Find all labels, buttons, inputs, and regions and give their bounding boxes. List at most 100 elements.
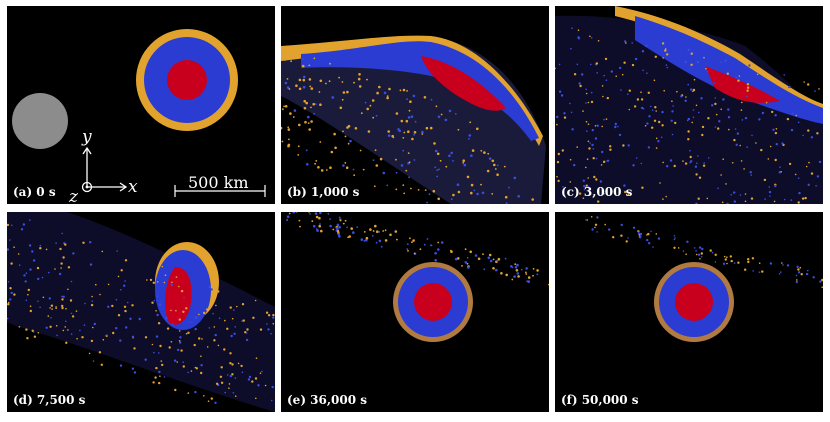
particle	[335, 226, 339, 230]
particle	[464, 261, 468, 264]
particle	[698, 176, 702, 179]
particle	[569, 102, 571, 105]
particle	[618, 66, 622, 70]
particle	[741, 101, 743, 104]
particle	[641, 186, 644, 189]
particle	[711, 104, 714, 107]
particle	[193, 343, 196, 347]
particle	[45, 248, 48, 251]
particle	[558, 63, 561, 66]
particle	[671, 133, 674, 136]
particle	[228, 383, 231, 385]
particle	[312, 102, 315, 106]
particle	[200, 364, 203, 367]
particle	[231, 363, 234, 366]
particle	[357, 77, 361, 81]
particle	[27, 293, 29, 296]
particle	[774, 114, 777, 117]
particle	[297, 145, 300, 148]
particle	[265, 311, 269, 314]
particle	[255, 357, 258, 359]
particle	[180, 289, 184, 293]
particle	[640, 162, 643, 165]
particle	[603, 193, 605, 195]
particle	[61, 298, 64, 301]
particle	[259, 328, 263, 331]
particle	[369, 104, 372, 107]
particle	[445, 165, 448, 168]
particle	[590, 63, 592, 66]
particle	[347, 142, 350, 145]
particle	[248, 375, 252, 379]
particle	[159, 344, 162, 348]
particle	[375, 164, 379, 167]
particle	[645, 44, 648, 48]
particle	[569, 181, 572, 183]
particle	[587, 140, 590, 143]
particle	[233, 332, 236, 335]
particle	[585, 88, 587, 91]
particle	[229, 352, 232, 355]
particle	[367, 130, 371, 133]
particle	[555, 67, 556, 70]
particle	[155, 310, 157, 312]
mantle-layer	[301, 41, 539, 141]
particle	[604, 57, 608, 61]
particle	[245, 332, 248, 334]
particle	[775, 143, 778, 146]
particle	[220, 366, 223, 369]
particle	[466, 262, 469, 265]
particle	[438, 168, 440, 171]
particle	[627, 93, 629, 95]
particle	[309, 213, 311, 215]
panel-c-scene	[555, 6, 823, 204]
particle	[123, 305, 127, 308]
particle	[112, 331, 115, 335]
particle	[805, 272, 809, 276]
particle	[692, 88, 696, 92]
particle	[620, 89, 622, 91]
particle	[287, 144, 290, 148]
particle	[288, 212, 291, 215]
particle	[514, 266, 518, 269]
particle	[457, 128, 460, 131]
particle	[457, 190, 461, 194]
particle	[612, 236, 615, 239]
particle	[332, 228, 335, 231]
particle	[304, 120, 307, 124]
particle	[380, 245, 383, 248]
particle	[516, 272, 520, 275]
particle	[682, 250, 685, 252]
particle	[49, 307, 51, 309]
particle	[600, 164, 603, 166]
particle	[497, 257, 501, 261]
particle	[310, 87, 314, 90]
particle	[48, 297, 51, 300]
particle	[654, 106, 657, 109]
particle	[714, 261, 717, 263]
particle	[286, 86, 290, 89]
particle	[24, 280, 27, 283]
particle	[402, 184, 405, 187]
particle	[176, 361, 178, 363]
particle	[168, 346, 171, 349]
particle	[287, 128, 291, 131]
particle	[411, 241, 413, 244]
particle	[384, 239, 388, 242]
particle	[425, 126, 429, 130]
particle	[726, 256, 728, 258]
particle	[706, 197, 709, 200]
particle	[771, 110, 774, 114]
particle	[399, 89, 402, 92]
particle	[582, 197, 585, 199]
particle	[527, 280, 530, 283]
particle	[640, 106, 644, 110]
particle	[375, 114, 378, 117]
particle	[254, 377, 258, 380]
particle	[39, 247, 42, 250]
particle	[395, 188, 398, 191]
particle	[413, 131, 417, 134]
particle	[625, 240, 628, 243]
particle	[469, 121, 472, 124]
particle	[658, 120, 661, 124]
